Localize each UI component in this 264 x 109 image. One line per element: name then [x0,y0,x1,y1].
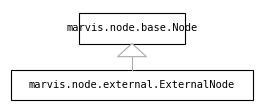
Text: marvis.node.base.Node: marvis.node.base.Node [66,23,198,33]
Bar [11,70,253,100]
Polygon shape [117,44,147,57]
Bar [79,13,185,44]
Text: marvis.node.external.ExternalNode: marvis.node.external.ExternalNode [29,80,235,90]
